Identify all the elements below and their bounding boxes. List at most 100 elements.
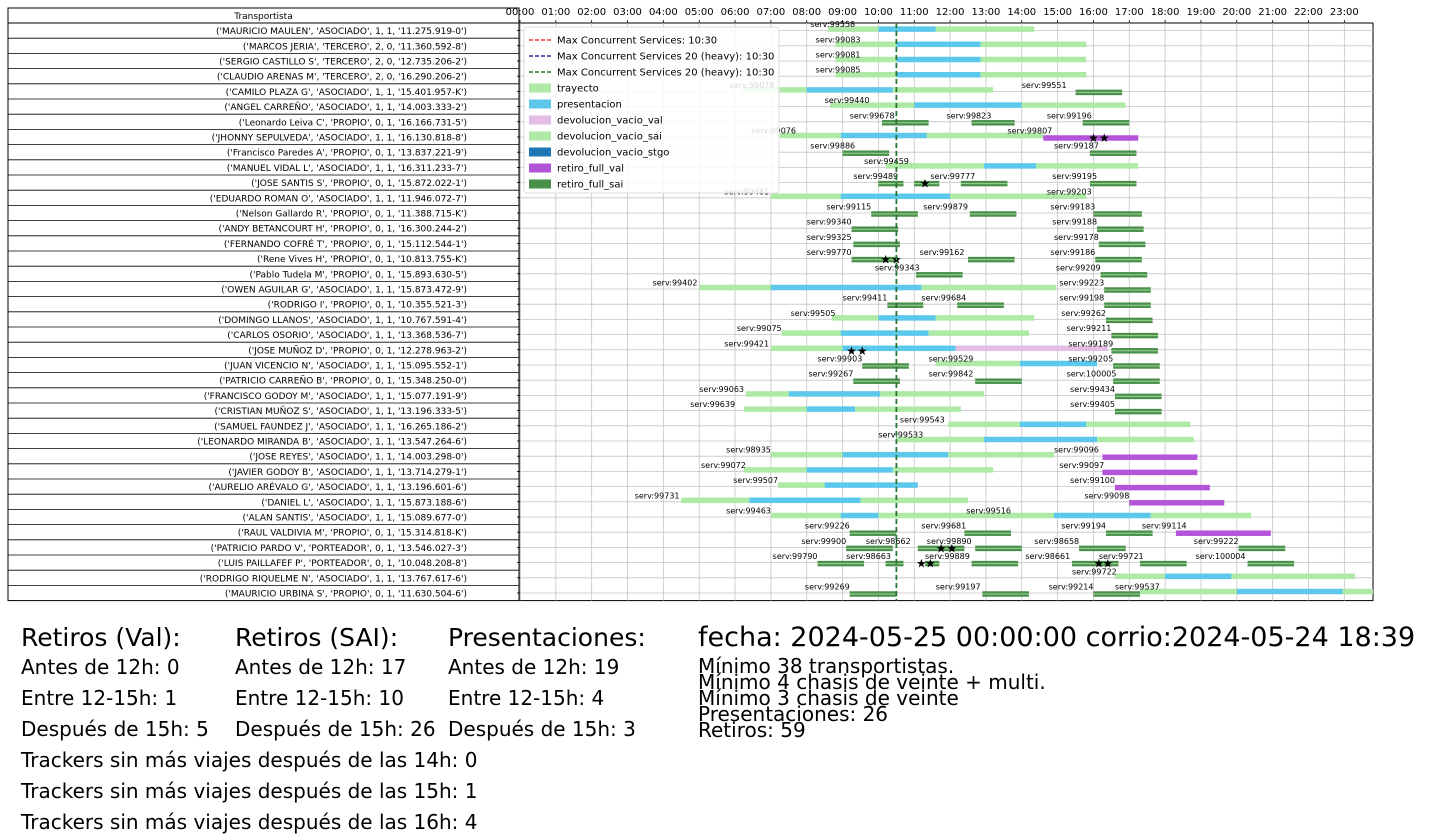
- legend-box: [523, 26, 780, 194]
- star-marker: ★: [846, 344, 857, 358]
- service-label: serv:98662: [866, 537, 911, 546]
- note-presentaciones: Presentaciones: 26: [698, 702, 889, 726]
- legend-label: presentacion: [557, 100, 622, 111]
- segment-presentacion: [842, 345, 956, 352]
- service-label: serv:99558: [810, 20, 855, 29]
- service-label: serv:99162: [920, 248, 965, 257]
- service-label: serv:99807: [1007, 127, 1052, 136]
- x-tick-label: 01:00: [541, 7, 570, 18]
- x-tick-label: 23:00: [1330, 7, 1359, 18]
- segment-trayecto: [781, 330, 841, 336]
- x-tick-label: 21:00: [1258, 7, 1287, 18]
- service-label: serv:99223: [1059, 279, 1104, 288]
- retiros-val-title: Retiros (Val):: [21, 623, 181, 652]
- service-label: serv:99434: [1070, 385, 1115, 394]
- service-label: serv:99186: [1050, 248, 1095, 257]
- service-label: serv:99886: [810, 142, 855, 151]
- service-label: serv:99790: [773, 552, 818, 561]
- row-label: ('MAURICIO MAULEN', 'ASOCIADO', 1, 1, '1…: [216, 27, 467, 37]
- retiros-sai-despues: Después de 15h: 26: [235, 717, 436, 741]
- segment-trayecto: [745, 391, 789, 397]
- service-label: serv:99267: [809, 370, 854, 379]
- segment-trayecto: [1114, 573, 1166, 580]
- row-label: ('RODRIGO I', 'PROPIO', 0, 1, '10.355.52…: [268, 301, 467, 311]
- row-label: ('JUAN VICENCIO N', 'ASOCIADO', 1, 1, '1…: [224, 362, 467, 372]
- segment-presentacion: [878, 315, 936, 321]
- x-tick-label: 17:00: [1115, 7, 1144, 18]
- segment-trayecto: [830, 102, 915, 108]
- service-label: serv:99684: [921, 294, 966, 303]
- segment-presentacion: [749, 497, 861, 504]
- segment-trayecto: [921, 284, 1056, 291]
- row-label: ('PATRICIO CARREÑO B', 'PROPIO', 0, 1, '…: [219, 376, 467, 387]
- x-tick-label: 05:00: [685, 7, 714, 18]
- segment-trayecto: [744, 467, 807, 473]
- legend-label: Max Concurrent Services: 10:30: [557, 36, 717, 47]
- service-label: serv:99198: [1059, 294, 1104, 303]
- service-label: serv:99325: [807, 233, 852, 242]
- segment-trayecto: [980, 56, 1087, 63]
- segment-trayecto: [770, 512, 841, 519]
- segment-retiro-full-val: [1175, 530, 1271, 536]
- service-label: serv:99777: [930, 172, 975, 181]
- table-header: Transportista: [233, 12, 292, 22]
- service-label: serv:99205: [1068, 355, 1113, 364]
- service-label: serv:99063: [699, 385, 744, 394]
- segment-trayecto: [699, 284, 771, 291]
- segment-trayecto: [926, 132, 1044, 139]
- segment-trayecto: [1036, 163, 1139, 169]
- segment-trayecto: [1150, 512, 1252, 519]
- service-label: serv:99188: [1052, 218, 1097, 227]
- service-label: serv:99196: [1047, 111, 1092, 120]
- star-marker: ★: [880, 253, 891, 267]
- service-label: serv:99681: [921, 522, 966, 531]
- x-tick-label: 03:00: [613, 7, 642, 18]
- row-label: ('CRISTIAN MUÑOZ S', 'ASOCIADO', 1, 1, '…: [215, 406, 468, 417]
- service-label: serv:99222: [1194, 537, 1239, 546]
- row-label: ('JOSE MUÑOZ D', 'PROPIO', 0, 1, '12.278…: [248, 345, 467, 356]
- note-retiros: Retiros: 59: [698, 718, 806, 742]
- service-label: serv:99721: [1099, 552, 1144, 561]
- service-label: serv:99537: [1115, 583, 1160, 592]
- segment-trayecto: [770, 345, 843, 352]
- legend-patch-swatch: [529, 99, 551, 109]
- gantt-chart: Transportista 00:00 01:00 02:00 03:00 04:00 05…: [7, 7, 1374, 602]
- service-label: serv:99678: [850, 111, 895, 120]
- service-label: serv:99543: [900, 415, 945, 424]
- segment-trayecto: [835, 41, 897, 48]
- x-tick-label: 00:00: [506, 7, 535, 18]
- legend-label: trayecto: [557, 84, 599, 95]
- segment-trayecto: [855, 406, 961, 412]
- service-label: serv:99463: [726, 507, 771, 516]
- row-label: ('CAMILO PLAZA G', 'ASOCIADO', 1, 1, '15…: [226, 88, 467, 98]
- service-label: serv:99178: [1054, 233, 1099, 242]
- segment-retiro-full-val: [1129, 500, 1225, 506]
- service-label: serv:99440: [825, 96, 870, 105]
- row-label: ('Nelson Gallardo R', 'PROPIO', 0, 1, '1…: [236, 210, 467, 220]
- segment-trayecto: [885, 163, 985, 169]
- service-label: serv:100004: [1196, 552, 1246, 561]
- service-label: serv:99823: [947, 111, 992, 120]
- segment-trayecto: [892, 467, 994, 473]
- service-label: serv:99115: [826, 203, 871, 212]
- x-tick-label: 10:00: [864, 7, 893, 18]
- segment-trayecto: [896, 436, 985, 443]
- star-marker: ★: [936, 541, 947, 555]
- row-label: ('AURELIO ARÉVALO G', 'ASOCIADO', 1, 1, …: [208, 481, 467, 493]
- service-label: serv:99889: [925, 552, 970, 561]
- service-label: serv:99072: [701, 461, 746, 470]
- service-label: serv:99770: [807, 248, 852, 257]
- star-marker: ★: [946, 541, 957, 555]
- row-label: ('RODRIGO RIQUELME N', 'ASOCIADO', 1, 1,…: [200, 574, 467, 584]
- service-label: serv:99114: [1142, 522, 1187, 531]
- segment-presentacion: [1019, 360, 1098, 367]
- star-marker: ★: [916, 557, 927, 571]
- legend-patch-swatch: [529, 163, 551, 173]
- star-marker: ★: [925, 557, 936, 571]
- segment-presentacion: [896, 56, 981, 63]
- segment-trayecto: [860, 497, 969, 504]
- service-label: serv:99203: [1047, 187, 1092, 196]
- segment-retiro-full-val: [1102, 454, 1198, 460]
- service-label: serv:99900: [801, 537, 846, 546]
